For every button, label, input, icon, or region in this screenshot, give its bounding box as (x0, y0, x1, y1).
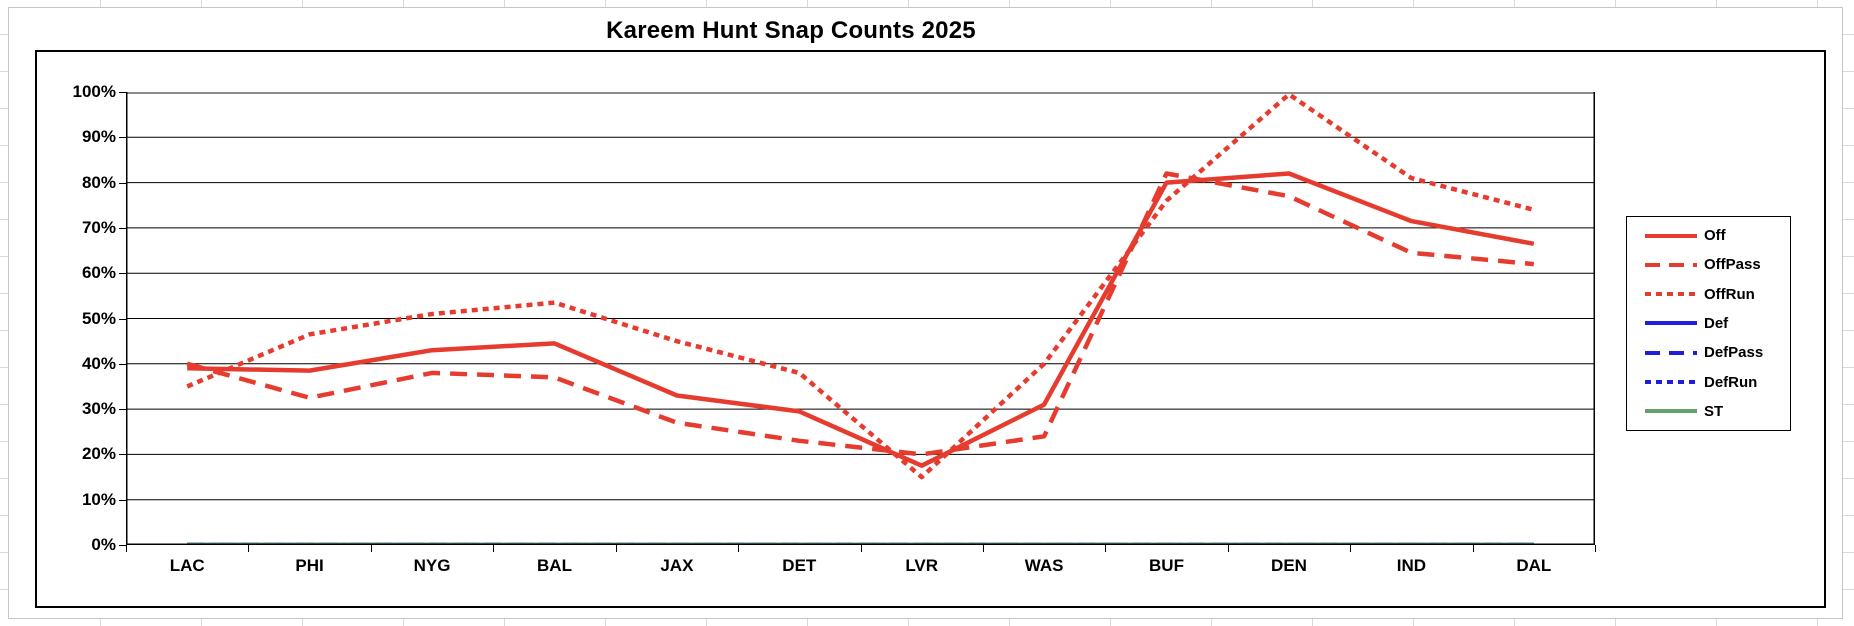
chart-title: Kareem Hunt Snap Counts 2025 (606, 17, 976, 44)
y-axis-tick (119, 273, 126, 275)
plot-area (126, 92, 1595, 545)
x-axis-label-NYG: NYG (413, 556, 451, 575)
legend-item-Def: Def (1645, 315, 1790, 332)
x-axis-tick (248, 545, 250, 552)
x-axis-label-DAL: DAL (1516, 556, 1552, 575)
series-line-OffPass (186, 171, 1535, 457)
legend-item-ST: ST (1645, 403, 1790, 420)
legend: Off OffPass OffRun Def DefPass DefRun ST (1626, 216, 1791, 431)
legend-label-ST: ST (1704, 402, 1724, 420)
x-axis-label-BAL: BAL (537, 556, 572, 575)
x-axis-tick (1595, 545, 1596, 552)
y-axis-tick (119, 545, 126, 546)
x-axis-tick (860, 545, 862, 552)
y-axis-tick (119, 409, 126, 411)
x-axis-label-LVR: LVR (905, 556, 939, 575)
y-axis-tick (119, 227, 126, 229)
x-axis-label-IND: IND (1396, 556, 1427, 575)
x-axis-tick (615, 545, 617, 552)
legend-item-DefRun: DefRun (1645, 374, 1790, 391)
legend-label-DefRun: DefRun (1704, 373, 1758, 391)
y-axis-tick (119, 137, 126, 139)
y-axis-tick (119, 499, 126, 501)
legend-label-Off: Off (1704, 227, 1726, 245)
y-axis-label-80%: 80% (81, 172, 116, 192)
legend-label-OffRun: OffRun (1704, 285, 1755, 303)
x-axis-label-WAS: WAS (1024, 556, 1064, 575)
legend-line-sample-ST (1645, 409, 1697, 414)
y-axis-label-10%: 10% (81, 489, 116, 509)
y-axis-label-90%: 90% (81, 127, 116, 147)
x-axis-label-DEN: DEN (1271, 556, 1307, 575)
y-axis-label-50%: 50% (81, 308, 116, 328)
x-axis-label-JAX: JAX (660, 556, 694, 575)
y-axis-tick (119, 363, 126, 365)
x-axis-tick (982, 545, 984, 552)
legend-line-sample-OffPass (1645, 262, 1697, 267)
y-axis-tick (119, 182, 126, 184)
x-axis-tick (1105, 545, 1107, 552)
x-axis-label-BUF: BUF (1149, 556, 1184, 575)
legend-label-DefPass: DefPass (1704, 344, 1764, 362)
y-axis-tick (119, 454, 126, 456)
x-axis-tick (493, 545, 495, 552)
legend-line-sample-Def (1645, 321, 1697, 326)
legend-item-OffRun: OffRun (1645, 286, 1790, 303)
y-axis-tick (119, 92, 126, 93)
x-axis-tick (1227, 545, 1229, 552)
legend-line-sample-DefPass (1645, 350, 1697, 355)
x-axis-tick (1472, 545, 1474, 552)
chart-object[interactable]: Kareem Hunt Snap Counts 2025 100% 90% 80% 7… (8, 7, 1843, 619)
legend-item-DefPass: DefPass (1645, 344, 1790, 361)
x-axis-label-PHI: PHI (295, 556, 324, 575)
x-axis-label-DET: DET (782, 556, 817, 575)
y-axis-label-0%: 0% (91, 535, 116, 554)
legend-item-Off: Off (1645, 227, 1790, 244)
y-axis-label-20%: 20% (81, 444, 116, 464)
legend-line-sample-Off (1645, 233, 1697, 238)
legend-item-OffPass: OffPass (1645, 256, 1790, 273)
series-line-Off (187, 171, 1535, 468)
y-axis-tick (119, 318, 126, 320)
legend-line-sample-DefRun (1645, 380, 1697, 385)
y-axis-label-70%: 70% (81, 217, 116, 237)
legend-label-OffPass: OffPass (1704, 256, 1761, 274)
x-axis-tick (370, 545, 372, 552)
legend-line-sample-OffRun (1645, 292, 1697, 297)
x-axis-tick (126, 545, 127, 552)
y-axis-label-60%: 60% (81, 263, 116, 283)
y-axis-label-100%: 100% (72, 82, 116, 101)
y-axis-label-40%: 40% (81, 353, 116, 373)
x-axis-label-LAC: LAC (169, 556, 205, 575)
series-line-OffRun (186, 92, 1535, 480)
y-axis-label-30%: 30% (81, 399, 116, 419)
x-axis-tick (1350, 545, 1352, 552)
legend-label-Def: Def (1704, 314, 1729, 332)
x-axis-tick (738, 545, 740, 552)
